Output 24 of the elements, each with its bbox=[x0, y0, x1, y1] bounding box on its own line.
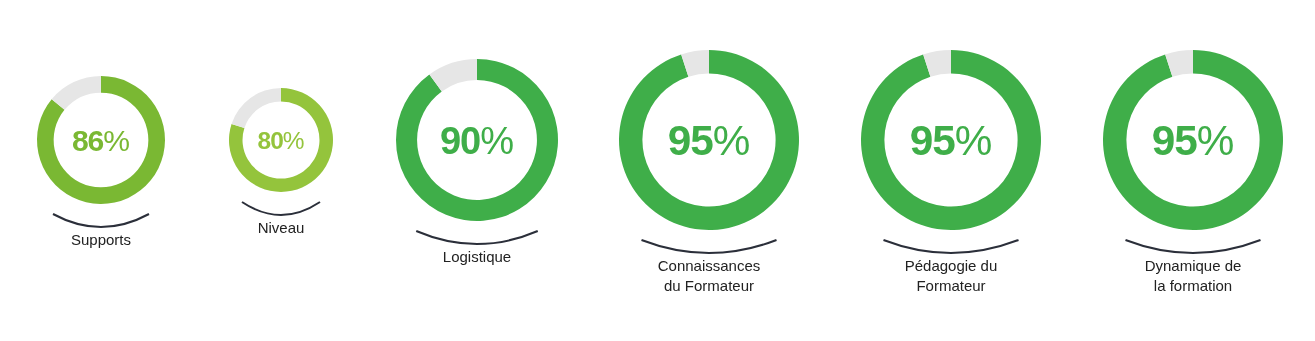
data-label: 86% bbox=[71, 123, 131, 157]
data-label: 80% bbox=[257, 126, 305, 154]
data-label: 95% bbox=[1151, 117, 1235, 165]
text: Niveau bbox=[257, 219, 305, 236]
text: Dynamique de la formation bbox=[1144, 257, 1242, 294]
donut-slice bbox=[231, 88, 281, 129]
text: Logistique bbox=[442, 248, 512, 265]
data-label: 90% bbox=[439, 119, 515, 162]
donut-slice bbox=[923, 50, 951, 77]
donut-slice bbox=[429, 59, 477, 92]
donut-slice bbox=[1103, 50, 1283, 230]
donut-slice bbox=[861, 50, 1041, 230]
donut-slice bbox=[51, 76, 101, 110]
text: Connaissances du Formateur bbox=[657, 257, 761, 294]
donut-slice bbox=[229, 88, 333, 192]
donut-slice bbox=[681, 50, 709, 77]
data-label: 95% bbox=[909, 117, 993, 165]
donut-slice bbox=[1165, 50, 1193, 77]
text: Supports bbox=[70, 231, 132, 248]
data-label: 95% bbox=[667, 117, 751, 165]
donut-slice bbox=[396, 59, 558, 221]
text: Pédagogie du Formateur bbox=[904, 257, 998, 294]
donut-slice bbox=[37, 76, 165, 204]
donut-slice bbox=[619, 50, 799, 230]
